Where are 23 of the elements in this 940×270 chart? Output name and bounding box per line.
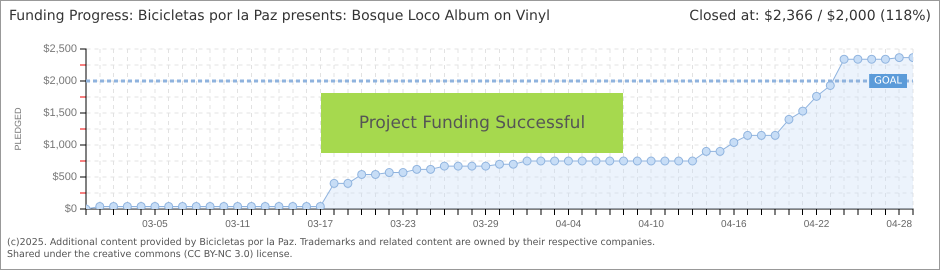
y-tick-label: $2,000 xyxy=(43,75,77,88)
y-tick-label: $2,500 xyxy=(43,43,77,56)
y-tick-label: $500 xyxy=(52,171,77,184)
x-tick-label: 04-22 xyxy=(804,218,830,230)
x-tick-label: 04-04 xyxy=(556,218,582,230)
chart-title: Funding Progress: Bicicletas por la Paz presents: Bosque Loco Album on Vinyl xyxy=(9,8,550,24)
y-axis-title: PLEDGED xyxy=(12,106,23,151)
ref-line-label: GOAL xyxy=(874,76,902,87)
x-tick-label: 04-16 xyxy=(721,218,748,230)
x-tick-label: 04-10 xyxy=(638,218,664,230)
x-tick-label: 03-11 xyxy=(225,218,250,230)
chart-subtitle: Closed at: $2,366 / $2,000 (118%) xyxy=(689,8,931,24)
text: (c)2025. Additional content provided by Bicicletas por la Paz. Trademarks and related content are owned by their respective companies. xyxy=(7,237,656,249)
y-tick-label: $0 xyxy=(64,203,77,216)
x-tick-label: 03-05 xyxy=(142,218,168,230)
y-tick-label: $1,500 xyxy=(43,107,77,120)
x-tick-label: 04-28 xyxy=(886,218,912,230)
y-tick-label: $1,000 xyxy=(43,139,77,152)
text: Shared under the creative commons (CC BY-NC 3.0) license. xyxy=(7,249,294,261)
x-tick-label: 03-29 xyxy=(472,218,499,230)
x-tick-label: 03-17 xyxy=(308,218,334,230)
text-banner: Project Funding Successful xyxy=(321,93,623,153)
x-tick-label: 03-23 xyxy=(390,218,416,230)
